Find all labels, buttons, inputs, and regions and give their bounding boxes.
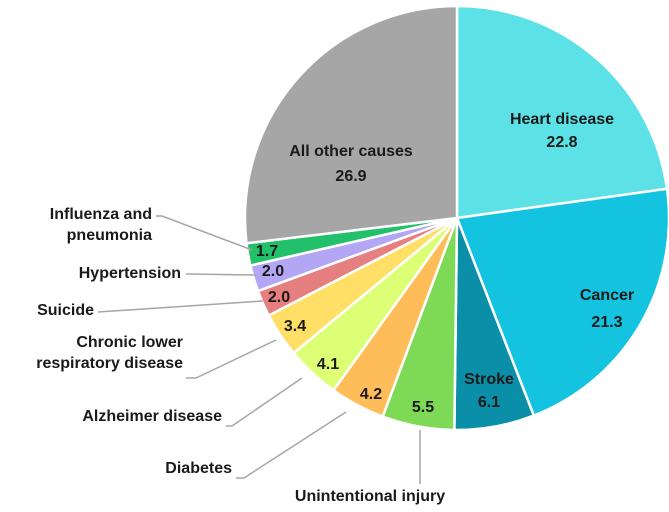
category-label: Influenza and pneumonia (49, 206, 152, 244)
value-label: 4.1 (317, 356, 339, 373)
leader-line (156, 215, 253, 251)
slice-label: All other causes (289, 143, 413, 160)
category-label: Diabetes (165, 460, 232, 477)
pie-slice (455, 4, 669, 220)
value-label: 2.0 (262, 263, 284, 280)
category-label: Suicide (37, 302, 94, 319)
value-label: 3.4 (284, 318, 306, 335)
pie-slice (243, 4, 459, 245)
category-label: Unintentional injury (294, 488, 446, 505)
value-label: 5.5 (412, 399, 434, 416)
leader-line (185, 273, 257, 276)
slice-label: Cancer (580, 287, 634, 304)
category-label: Chronic lower respiratory disease (36, 334, 183, 372)
leader-line (97, 300, 264, 313)
category-label: Hypertension (78, 265, 181, 282)
category-label: Alzheimer disease (82, 408, 222, 425)
value-label: 6.1 (478, 394, 500, 411)
leader-line (236, 411, 347, 479)
value-label: 21.3 (591, 314, 622, 331)
value-label: 1.7 (256, 243, 278, 260)
leader-line (226, 377, 303, 427)
value-label: 26.9 (335, 168, 366, 185)
slice-label: Heart disease (510, 111, 614, 128)
value-label: 4.2 (360, 386, 382, 403)
value-label: 22.8 (546, 134, 577, 151)
value-label: 2.0 (268, 289, 290, 306)
slice-label: Stroke (464, 371, 514, 388)
leader-line (186, 339, 277, 379)
